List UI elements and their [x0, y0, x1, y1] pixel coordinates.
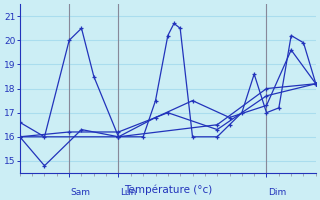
Text: Dim: Dim: [268, 188, 286, 197]
X-axis label: Température (°c): Température (°c): [124, 185, 212, 195]
Text: Sam: Sam: [71, 188, 91, 197]
Text: Lun: Lun: [120, 188, 136, 197]
